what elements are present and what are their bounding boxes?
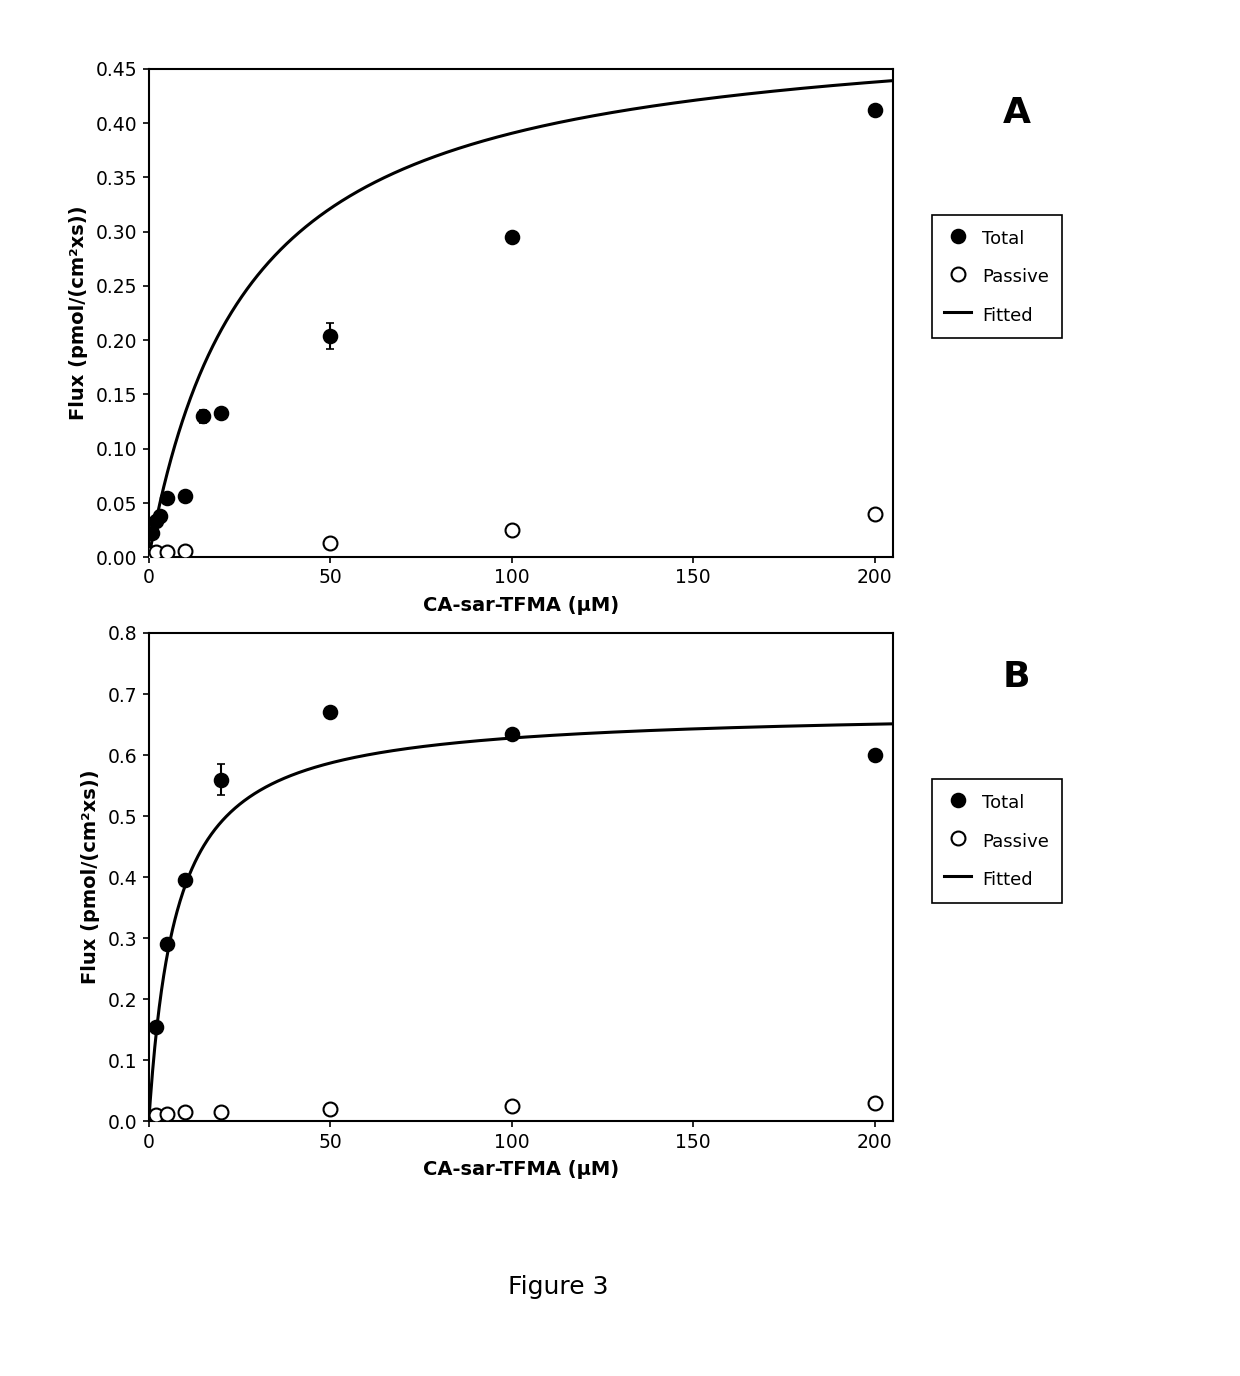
Y-axis label: Flux (pmol/(cm²xs)): Flux (pmol/(cm²xs)) bbox=[81, 771, 99, 984]
Text: B: B bbox=[1003, 660, 1030, 695]
X-axis label: CA-sar-TFMA (μM): CA-sar-TFMA (μM) bbox=[423, 1160, 619, 1179]
Text: Figure 3: Figure 3 bbox=[507, 1274, 609, 1299]
X-axis label: CA-sar-TFMA (μM): CA-sar-TFMA (μM) bbox=[423, 596, 619, 615]
Legend: Total, Passive, Fitted: Total, Passive, Fitted bbox=[931, 779, 1061, 903]
Y-axis label: Flux (pmol/(cm²xs)): Flux (pmol/(cm²xs)) bbox=[68, 206, 88, 420]
Legend: Total, Passive, Fitted: Total, Passive, Fitted bbox=[931, 215, 1061, 338]
Text: A: A bbox=[1003, 96, 1030, 131]
